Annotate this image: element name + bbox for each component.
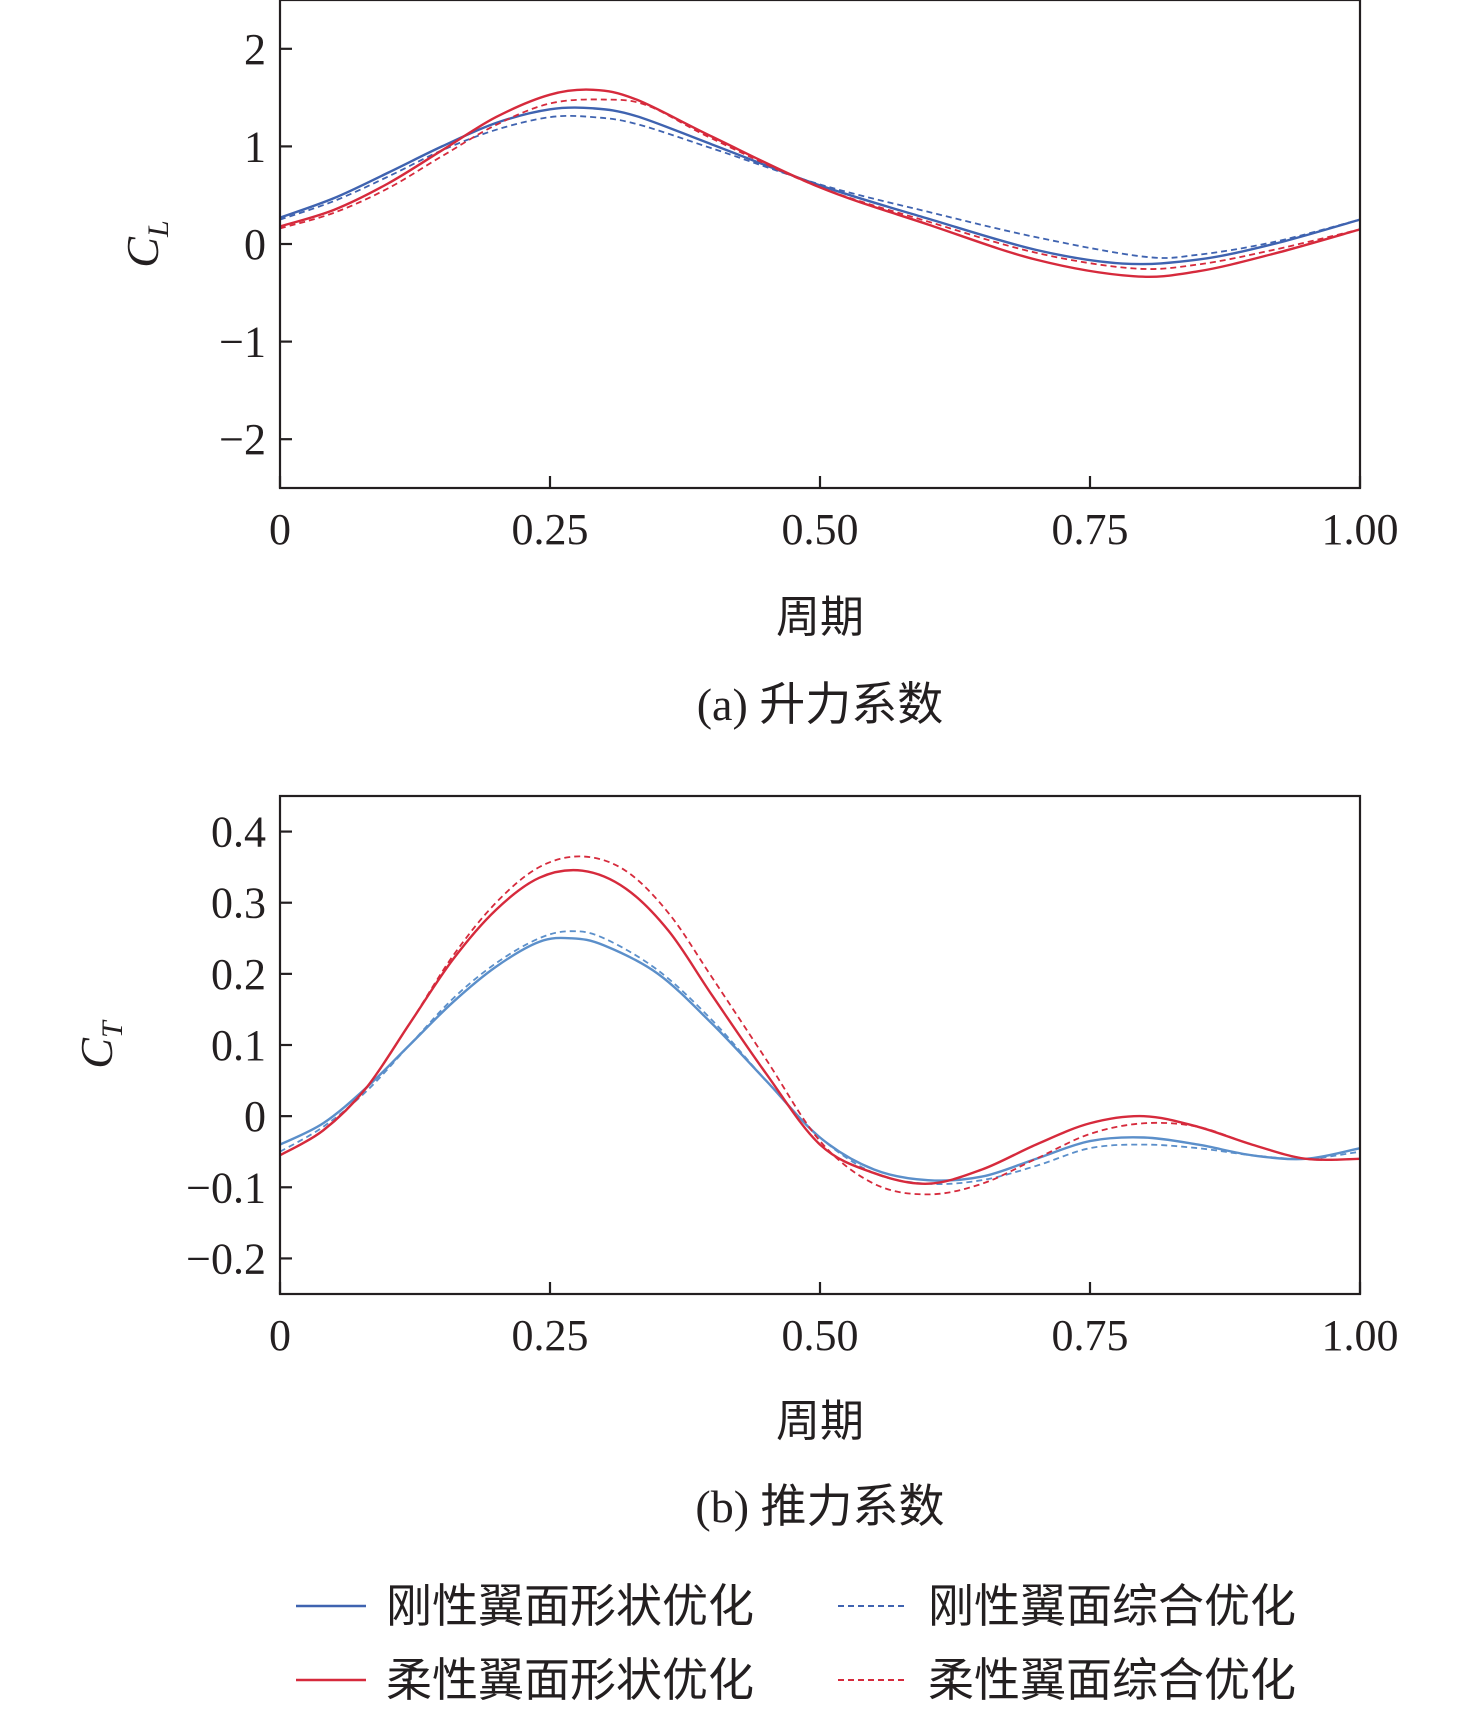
lift-axis-ticks: 0 0.25 0.50 0.75 1.00 2 1 0 −1 −2 [219,25,1398,554]
thrust-series-line-3 [279,855,1361,1196]
lift-x-tick-label: 0.75 [1052,505,1129,554]
thrust-caption: (b) 推力系数 [695,1481,944,1532]
lift-y-tick-label: 2 [244,25,266,74]
thrust-x-tick-label: 0.75 [1052,1311,1129,1360]
thrust-axis-ticks: 0 0.25 0.50 0.75 1.00 0.4 0.3 0.2 0.1 0 −0.1 −0.2 [186,808,1398,1360]
legend-label-flex-shape: 柔性翼面形状优化 [386,1655,754,1706]
lift-y-tick-label: 1 [244,122,266,171]
legend-label-flex-combined: 柔性翼面综合优化 [928,1655,1296,1706]
thrust-x-tick-label: 0.50 [782,1311,859,1360]
thrust-y-tick-label: 0 [244,1092,266,1141]
thrust-x-axis-label: 周期 [776,1397,864,1446]
thrust-y-tick-label: −0.2 [186,1234,266,1283]
lift-y-tick-label: 0 [244,220,266,269]
thrust-x-tick-label: 0 [269,1311,291,1360]
legend-item-rigid-combined: 刚性翼面综合优化 [838,1581,1296,1632]
lift-x-tick-label: 1.00 [1322,505,1399,554]
thrust-series-group [279,855,1361,1196]
thrust-x-tick-label: 1.00 [1322,1311,1399,1360]
lift-series-line-1 [279,114,1361,259]
thrust-x-tick-label: 0.25 [512,1311,589,1360]
lift-x-tick-label: 0 [269,505,291,554]
legend-item-rigid-shape: 刚性翼面形状优化 [296,1581,754,1632]
lift-series-group [279,88,1361,279]
thrust-y-axis-label: CT [71,1019,129,1069]
legend-item-flex-shape: 柔性翼面形状优化 [296,1655,754,1706]
thrust-y-tick-label: −0.1 [186,1163,266,1212]
lift-coefficient-chart: 0 0.25 0.50 0.75 1.00 2 1 0 −1 −2 CL 周期 (a) 升力系数 [117,0,1399,730]
thrust-series-line-1 [279,930,1361,1185]
lift-y-tick-label: −2 [219,415,266,464]
lift-x-tick-label: 0.50 [782,505,859,554]
lift-series-line-2 [279,88,1361,279]
thrust-y-tick-label: 0.3 [211,879,266,928]
lift-plot-frame [278,0,1362,490]
lift-x-axis-label: 周期 [776,593,864,642]
legend-label-rigid-combined: 刚性翼面综合优化 [928,1581,1296,1632]
thrust-y-tick-label: 0.4 [211,808,266,857]
lift-series-line-3 [279,98,1361,270]
thrust-y-tick-label: 0.1 [211,1021,266,1070]
thrust-y-tick-label: 0.2 [211,950,266,999]
legend: 刚性翼面形状优化 刚性翼面综合优化 柔性翼面形状优化 柔性翼面综合优化 [296,1581,1296,1706]
legend-item-flex-combined: 柔性翼面综合优化 [838,1655,1296,1706]
thrust-coefficient-chart: 0 0.25 0.50 0.75 1.00 0.4 0.3 0.2 0.1 0 −0.1 −0.2 C… [71,794,1399,1532]
lift-x-tick-label: 0.25 [512,505,589,554]
lift-caption: (a) 升力系数 [697,679,944,730]
thrust-plot-frame [278,794,1362,1296]
lift-y-tick-label: −1 [219,318,266,367]
lift-series-line-0 [279,106,1361,266]
thrust-series-line-2 [279,868,1361,1185]
legend-label-rigid-shape: 刚性翼面形状优化 [386,1581,754,1632]
lift-y-axis-label: CL [117,220,175,267]
